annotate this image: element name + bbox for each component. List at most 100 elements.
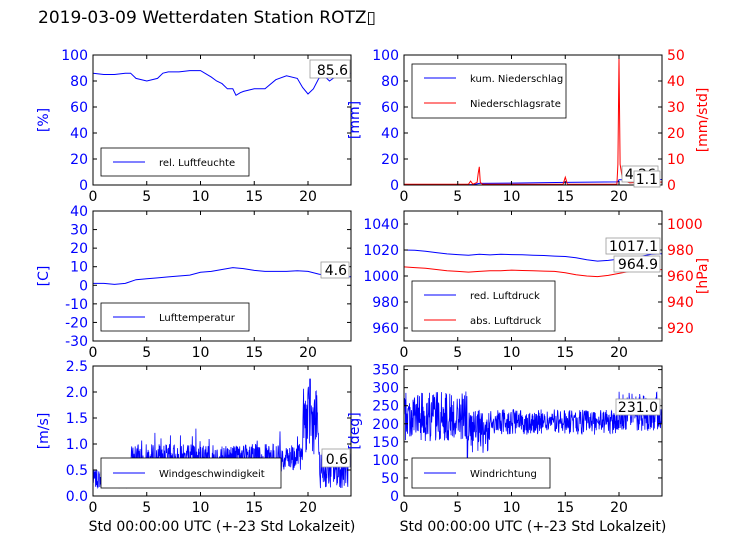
legend-label: Niederschlagsrate bbox=[470, 99, 561, 110]
panel-wind: 0 5 10 15 20 0.0 0.5 1.0 1.5 2.0 2.5 [m/s] Std 00:00… bbox=[36, 359, 355, 535]
y-tick-label: 1040 bbox=[363, 217, 399, 233]
value-label-box bbox=[605, 237, 661, 255]
y2-tick-label: 10 bbox=[667, 152, 685, 168]
y-tick-label: 1.5 bbox=[66, 411, 88, 427]
x-tick-label: 15 bbox=[556, 500, 574, 516]
x-tick-label: 15 bbox=[245, 189, 263, 205]
legend-label: Lufttemperatur bbox=[159, 313, 236, 324]
legend: red. Luftdruck abs. Luftdruck bbox=[411, 280, 556, 332]
panel-humidity: 0 5 10 15 20 0 20 40 60 80 100 [%] rel. Luftfeuchte 8… bbox=[36, 48, 352, 205]
x-tick-label: 10 bbox=[503, 189, 521, 205]
value-label-box bbox=[321, 448, 351, 468]
x-tick-label: 10 bbox=[503, 345, 521, 361]
y2-tick-label: 0 bbox=[667, 178, 676, 194]
legend-box bbox=[411, 457, 551, 489]
x-axis-label: Std 00:00:00 UTC (+-23 Std Lokalzeit) bbox=[89, 519, 356, 535]
y-tick-label: 80 bbox=[70, 74, 88, 90]
x-tick-label: 0 bbox=[400, 345, 409, 361]
legend-label: abs. Luftdruck bbox=[470, 316, 541, 327]
chart-title: 2019-03-09 Wetterdaten Station ROTZ▯ bbox=[38, 8, 376, 28]
y-tick-label: 150 bbox=[372, 435, 399, 451]
x-tick-label: 0 bbox=[400, 500, 409, 516]
x-tick-label: 15 bbox=[245, 500, 263, 516]
x-tick-label: 0 bbox=[89, 189, 98, 205]
legend-label: red. Luftdruck bbox=[470, 291, 540, 302]
x-tick-label: 10 bbox=[503, 500, 521, 516]
x-tick-label: 5 bbox=[453, 189, 462, 205]
value-label: 85.6 bbox=[309, 59, 351, 79]
x-tick-label: 20 bbox=[610, 345, 628, 361]
x-tick-label: 20 bbox=[610, 189, 628, 205]
x-tick-label: 20 bbox=[299, 345, 317, 361]
legend: Lufttemperatur bbox=[100, 302, 250, 332]
y-tick-label: 10 bbox=[70, 260, 88, 276]
y-tick-label: 40 bbox=[381, 126, 399, 142]
y-tick-label: 60 bbox=[70, 100, 88, 116]
x-tick-label: 15 bbox=[245, 345, 263, 361]
value-label-box bbox=[320, 261, 350, 279]
y2-tick-label: 940 bbox=[667, 295, 694, 311]
value-label: 231.0 bbox=[615, 398, 661, 416]
series-line-1 bbox=[403, 266, 663, 278]
y-tick-label: 1020 bbox=[363, 243, 399, 259]
y-tick-label: 0 bbox=[390, 489, 399, 505]
chart-title-text: 2019-03-09 Wetterdaten Station ROTZ bbox=[38, 8, 367, 28]
y2-tick-label: 30 bbox=[667, 100, 685, 116]
y2-tick-label: 920 bbox=[667, 321, 694, 337]
legend: Windgeschwindigkeit bbox=[100, 457, 282, 489]
series-line-0 bbox=[93, 267, 351, 285]
y-tick-label: 200 bbox=[372, 417, 399, 433]
x-tick-label: 20 bbox=[299, 189, 317, 205]
x-tick-label: 5 bbox=[453, 500, 462, 516]
value-label-box-2 bbox=[633, 170, 661, 188]
value-label-text: 0.6 bbox=[326, 452, 348, 468]
panel-temperature: 0 5 10 15 20 -30 -20 -10 0 10 20 30 40 [C] Lufttempera… bbox=[36, 204, 352, 361]
y-tick-label: 300 bbox=[372, 381, 399, 397]
y-tick-label: 20 bbox=[70, 152, 88, 168]
x-tick-label: 15 bbox=[556, 345, 574, 361]
y-tick-label: 1.0 bbox=[66, 437, 88, 453]
y-tick-label: 20 bbox=[70, 241, 88, 257]
y-tick-label: 0 bbox=[79, 178, 88, 194]
panel-precipitation: 0 5 10 15 20 0 20 40 60 80 100 0 10 20 30 40 50 [mm] [mm/s… bbox=[347, 48, 711, 205]
y-tick-label: 350 bbox=[372, 363, 399, 379]
legend-label: kum. Niederschlag bbox=[470, 74, 563, 85]
y-tick-label: 1000 bbox=[363, 269, 399, 285]
y-tick-label: 50 bbox=[381, 471, 399, 487]
legend-label: rel. Luftfeuchte bbox=[159, 158, 235, 169]
value-label-text-2: 1.1 bbox=[636, 172, 658, 188]
x-tick-label: 15 bbox=[556, 189, 574, 205]
y-tick-label: -20 bbox=[65, 315, 88, 331]
value-label: 4.6 bbox=[320, 261, 350, 279]
y-tick-label: 100 bbox=[372, 48, 399, 64]
value-label-box bbox=[309, 59, 351, 79]
missing-glyph-icon: ▯ bbox=[366, 8, 376, 28]
x-tick-label: 0 bbox=[89, 500, 98, 516]
y-axis-label: [m/s] bbox=[36, 413, 52, 450]
y-tick-label: 60 bbox=[381, 100, 399, 116]
x-tick-label: 10 bbox=[192, 345, 210, 361]
y2-tick-label: 20 bbox=[667, 126, 685, 142]
value-label: 1017.1 964.9 bbox=[605, 237, 661, 273]
x-tick-label: 0 bbox=[400, 189, 409, 205]
series-group bbox=[93, 267, 351, 285]
plot-frame bbox=[403, 365, 663, 497]
legend: rel. Luftfeuchte bbox=[100, 147, 250, 177]
value-label: 4.261.1 bbox=[621, 165, 661, 188]
value-label-text: 231.0 bbox=[618, 400, 658, 416]
y-tick-label: 0 bbox=[79, 278, 88, 294]
legend: kum. Niederschlag Niederschlagsrate bbox=[411, 63, 567, 119]
y-axis-label: [mm] bbox=[347, 101, 363, 139]
y-tick-label: 20 bbox=[381, 152, 399, 168]
y2-axis-label: [mm/std] bbox=[695, 88, 711, 153]
legend: Windrichtung bbox=[411, 457, 551, 489]
x-tick-label: 20 bbox=[610, 500, 628, 516]
y2-tick-label: 1000 bbox=[667, 217, 703, 233]
plot-frame bbox=[92, 210, 352, 342]
y2-tick-label: 960 bbox=[667, 269, 694, 285]
y-tick-label: 40 bbox=[70, 126, 88, 142]
y-tick-label: 980 bbox=[372, 295, 399, 311]
x-tick-label: 5 bbox=[142, 189, 151, 205]
value-label-box bbox=[615, 398, 661, 416]
